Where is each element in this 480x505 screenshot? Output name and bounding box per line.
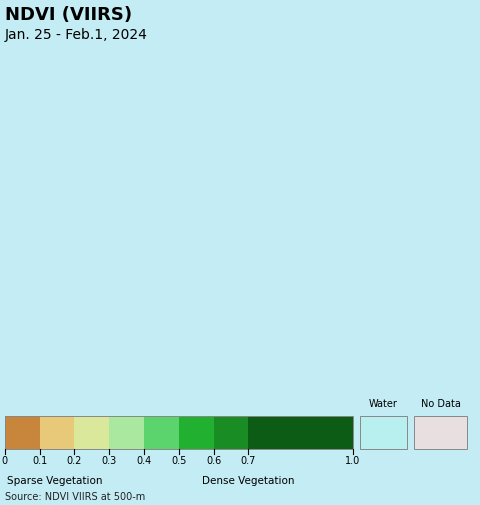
- Text: 1.0: 1.0: [345, 456, 360, 466]
- Text: NDVI (VIIRS): NDVI (VIIRS): [5, 6, 132, 24]
- Bar: [144, 416, 179, 449]
- Text: Jan. 25 - Feb.1, 2024: Jan. 25 - Feb.1, 2024: [5, 28, 148, 41]
- Text: No Data: No Data: [420, 399, 461, 410]
- Bar: [109, 416, 144, 449]
- Text: 0.5: 0.5: [171, 456, 187, 466]
- Bar: [179, 416, 214, 449]
- Text: 0.6: 0.6: [206, 456, 221, 466]
- Text: Dense Vegetation: Dense Vegetation: [202, 476, 294, 486]
- Bar: [214, 416, 249, 449]
- Bar: [5, 416, 39, 449]
- Bar: [74, 416, 109, 449]
- Text: 0.1: 0.1: [32, 456, 47, 466]
- Bar: [360, 416, 407, 449]
- Text: 0.4: 0.4: [136, 456, 152, 466]
- Text: 0.3: 0.3: [102, 456, 117, 466]
- Text: Sparse Vegetation: Sparse Vegetation: [7, 476, 103, 486]
- Text: 0.7: 0.7: [240, 456, 256, 466]
- Text: 0: 0: [2, 456, 8, 466]
- Text: 0.2: 0.2: [67, 456, 82, 466]
- Text: Source: NDVI VIIRS at 500-m: Source: NDVI VIIRS at 500-m: [5, 492, 145, 501]
- Bar: [39, 416, 74, 449]
- Text: Water: Water: [369, 399, 398, 410]
